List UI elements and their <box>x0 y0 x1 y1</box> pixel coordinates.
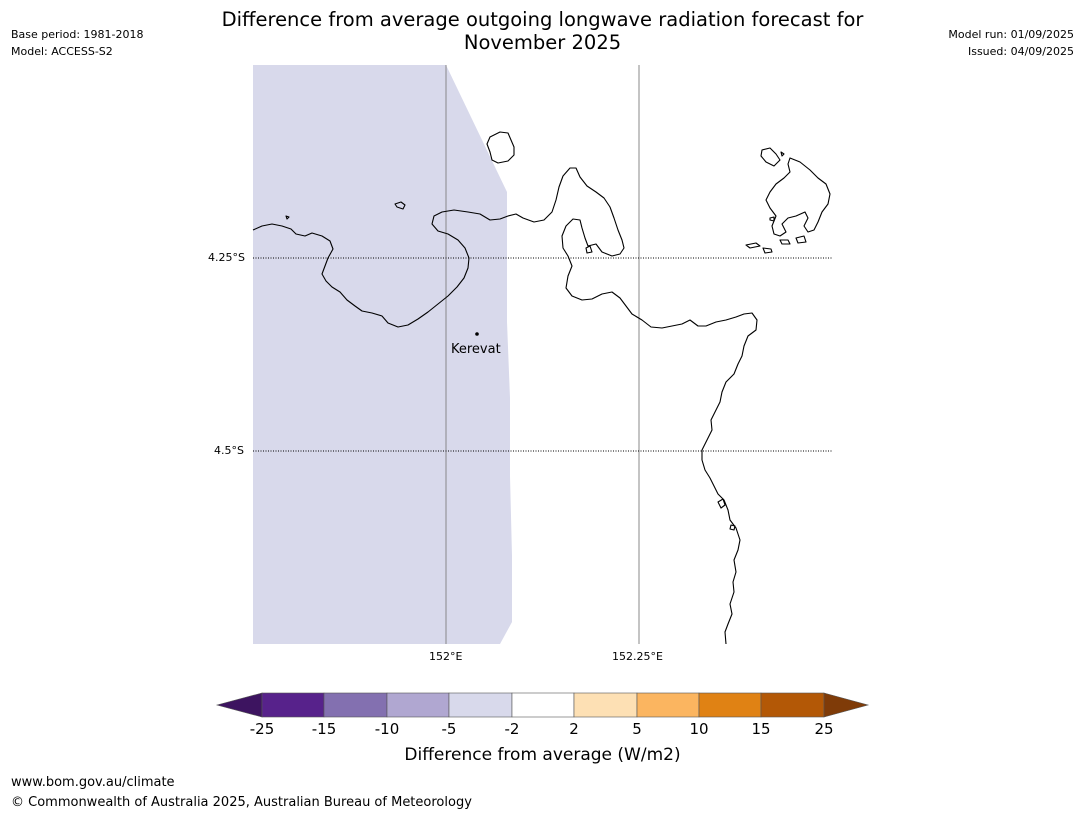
colorbar-segment-5 <box>511 692 575 718</box>
colorbar-tick: 2 <box>569 720 579 738</box>
anomaly-field-region <box>253 65 512 644</box>
colorbar-extend-low <box>215 692 263 718</box>
colorbar-segment-4 <box>448 692 513 718</box>
colorbar <box>215 692 870 718</box>
model-run: Model run: 01/09/2025 <box>948 28 1074 41</box>
footer-url[interactable]: www.bom.gov.au/climate <box>11 775 175 790</box>
base-period: Base period: 1981-2018 <box>11 28 144 41</box>
colorbar-tick: 5 <box>632 720 642 738</box>
colorbar-tick: -2 <box>504 720 520 738</box>
title-line-2: November 2025 <box>463 31 622 54</box>
colorbar-title: Difference from average (W/m2) <box>404 745 681 765</box>
colorbar-tick: 25 <box>814 720 834 738</box>
map-title: Difference from average outgoing longwav… <box>0 8 1085 54</box>
colorbar-tick: -15 <box>311 720 337 738</box>
colorbar-tick: -25 <box>249 720 275 738</box>
issued-date: Issued: 04/09/2025 <box>967 45 1074 58</box>
colorbar-tick: -5 <box>441 720 457 738</box>
lon-label-152: 152°E <box>429 650 463 663</box>
coastline <box>252 131 831 645</box>
colorbar-extend-high <box>823 692 870 718</box>
colorbar-tick: 15 <box>751 720 771 738</box>
lat-label-4-25: 4.25°S <box>208 251 245 264</box>
model-name: Model: ACCESS-S2 <box>11 45 113 58</box>
colorbar-segment-3 <box>386 692 450 718</box>
colorbar-segment-8 <box>698 692 762 718</box>
colorbar-segment-1 <box>261 692 325 718</box>
colorbar-segment-2 <box>323 692 388 718</box>
colorbar-segment-7 <box>636 692 700 718</box>
kerevat-label: Kerevat <box>451 342 501 357</box>
lat-label-4-5: 4.5°S <box>214 444 244 457</box>
lon-label-152-25: 152.25°E <box>612 650 663 663</box>
kerevat-marker <box>475 332 479 336</box>
footer-copyright: © Commonwealth of Australia 2025, Austra… <box>11 795 472 810</box>
colorbar-tick: -10 <box>374 720 400 738</box>
title-line-1: Difference from average outgoing longwav… <box>221 8 864 31</box>
colorbar-segment-9 <box>760 692 825 718</box>
colorbar-tick: 10 <box>689 720 709 738</box>
meta-left: Base period: 1981-2018 Model: ACCESS-S2 <box>11 26 143 60</box>
colorbar-segment-6 <box>573 692 638 718</box>
meta-right: Model run: 01/09/2025 Issued: 04/09/2025 <box>948 26 1074 60</box>
